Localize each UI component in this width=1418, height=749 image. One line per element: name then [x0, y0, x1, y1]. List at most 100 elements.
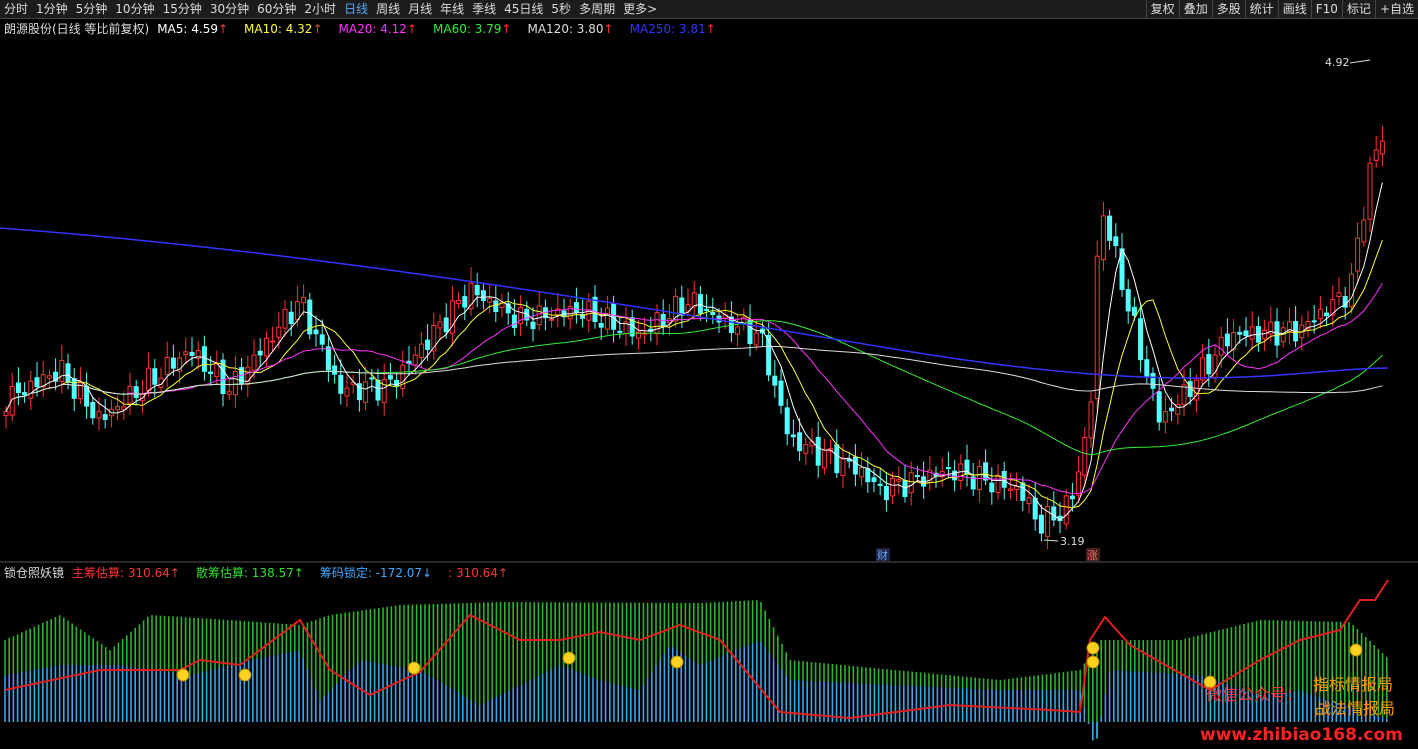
period-tab[interactable]: 15分钟 [162, 2, 202, 16]
candle-body [34, 377, 40, 388]
candle-body [1175, 404, 1181, 415]
candle-body [834, 444, 840, 474]
candle-body [232, 370, 238, 396]
ma-arrow: ↑ [501, 22, 512, 36]
candle-body [803, 444, 809, 454]
indicator-item: : 310.64↑ [448, 566, 516, 580]
candle-body [1348, 273, 1354, 307]
period-tabs: 分时 1分钟 5分钟 10分钟 15分钟 30分钟 60分钟 2小时 日线 周线 月线 年线 季线 45日… [0, 0, 661, 18]
candle-body [462, 296, 468, 308]
candle-body [859, 467, 865, 478]
candle-body [890, 477, 896, 497]
tool-button[interactable]: 标记 [1341, 0, 1375, 18]
candle-body [505, 303, 511, 314]
tool-button[interactable]: F10 [1310, 0, 1342, 18]
candle-body [865, 468, 871, 483]
candle-body [208, 371, 214, 375]
candle-body [883, 485, 889, 501]
candle-body [394, 379, 400, 387]
candle-body [412, 354, 418, 366]
indicator-label: 主筹估算: 310.64 [72, 566, 170, 580]
marker: 涨 [1087, 549, 1098, 562]
tool-button[interactable]: 复权 [1145, 0, 1179, 18]
candle-body [468, 282, 474, 310]
candle-body [1026, 497, 1032, 505]
period-tab[interactable]: 多周期 [579, 2, 616, 16]
period-tab[interactable]: 分时 [4, 2, 29, 16]
candle-body [617, 330, 623, 333]
candle-body [226, 391, 232, 395]
period-tab[interactable]: 年线 [440, 2, 465, 16]
tool-button[interactable]: 画线 [1277, 0, 1311, 18]
candle-body [96, 410, 102, 419]
candle-body [1138, 318, 1144, 361]
ma-item: MA5: 4.59↑ [157, 22, 236, 36]
candle-body [679, 297, 685, 316]
candle-body [115, 406, 121, 411]
main-header: 朗源股份(日线 等比前复权) MA5: 4.59↑ MA10: 4.32↑ MA20:… [4, 20, 732, 37]
candle-body [989, 482, 995, 493]
candle-body [1361, 219, 1367, 243]
candle-body [1367, 162, 1373, 220]
candle-body [301, 296, 307, 304]
period-tab[interactable]: 日线 [344, 2, 369, 16]
ma-item: MA10: 4.32↑ [244, 22, 330, 36]
period-tab[interactable]: 1分钟 [36, 2, 68, 16]
candle-body [1020, 482, 1026, 501]
candle-body [1082, 437, 1088, 476]
candle-body [381, 379, 387, 404]
candle-body [1218, 336, 1224, 356]
candle-body [282, 308, 288, 329]
candle-body [1342, 296, 1348, 308]
candle-body [139, 393, 145, 402]
candle-body [22, 392, 28, 396]
ma-arrow: ↑ [406, 22, 417, 36]
candle-body [1113, 236, 1119, 247]
candle-body [691, 292, 697, 308]
candle-body [71, 378, 77, 399]
candle-body [1379, 140, 1385, 155]
candle-body [1069, 495, 1075, 500]
period-tab[interactable]: 季线 [472, 2, 497, 16]
candle-body [697, 294, 703, 314]
candle-body [319, 334, 325, 345]
signal-dot [562, 651, 576, 665]
ma-line [5, 320, 1383, 456]
period-tab[interactable]: 45日线 [504, 2, 544, 16]
tool-button[interactable]: 统计 [1244, 0, 1278, 18]
period-tab[interactable]: 30分钟 [209, 2, 250, 16]
candle-body [53, 371, 59, 382]
candle-body [443, 317, 449, 333]
period-tab[interactable]: 5分钟 [75, 2, 108, 16]
period-tab[interactable]: 60分钟 [257, 2, 297, 16]
marker: 财 [877, 548, 888, 562]
candle-body [294, 301, 300, 321]
ma-arrow: ↑ [312, 22, 323, 36]
candle-body [307, 299, 313, 335]
candle-body [1156, 391, 1162, 423]
period-tab[interactable]: 更多> [623, 2, 658, 16]
candle-body [127, 385, 133, 404]
period-tab[interactable]: 5秒 [551, 2, 572, 16]
tool-button[interactable]: 叠加 [1178, 0, 1212, 18]
period-tab[interactable]: 月线 [408, 2, 433, 16]
candle-body [1169, 407, 1175, 412]
candle-body [245, 366, 251, 385]
candle-body [133, 386, 139, 399]
candle-body [580, 313, 586, 319]
ma-label: MA60: 3.79 [433, 22, 502, 36]
candle-body [3, 411, 9, 417]
period-tab[interactable]: 2小时 [304, 2, 337, 16]
candle-body [102, 414, 108, 420]
tool-button[interactable]: 多股 [1211, 0, 1245, 18]
marker-bg [876, 548, 890, 561]
candle-body [896, 479, 902, 482]
tool-button[interactable]: +自选 [1374, 0, 1418, 18]
period-tab[interactable]: 周线 [376, 2, 401, 16]
period-tab[interactable]: 10分钟 [115, 2, 155, 16]
red-line [4, 579, 1389, 720]
candle-body [772, 375, 778, 386]
candle-body [418, 343, 424, 359]
